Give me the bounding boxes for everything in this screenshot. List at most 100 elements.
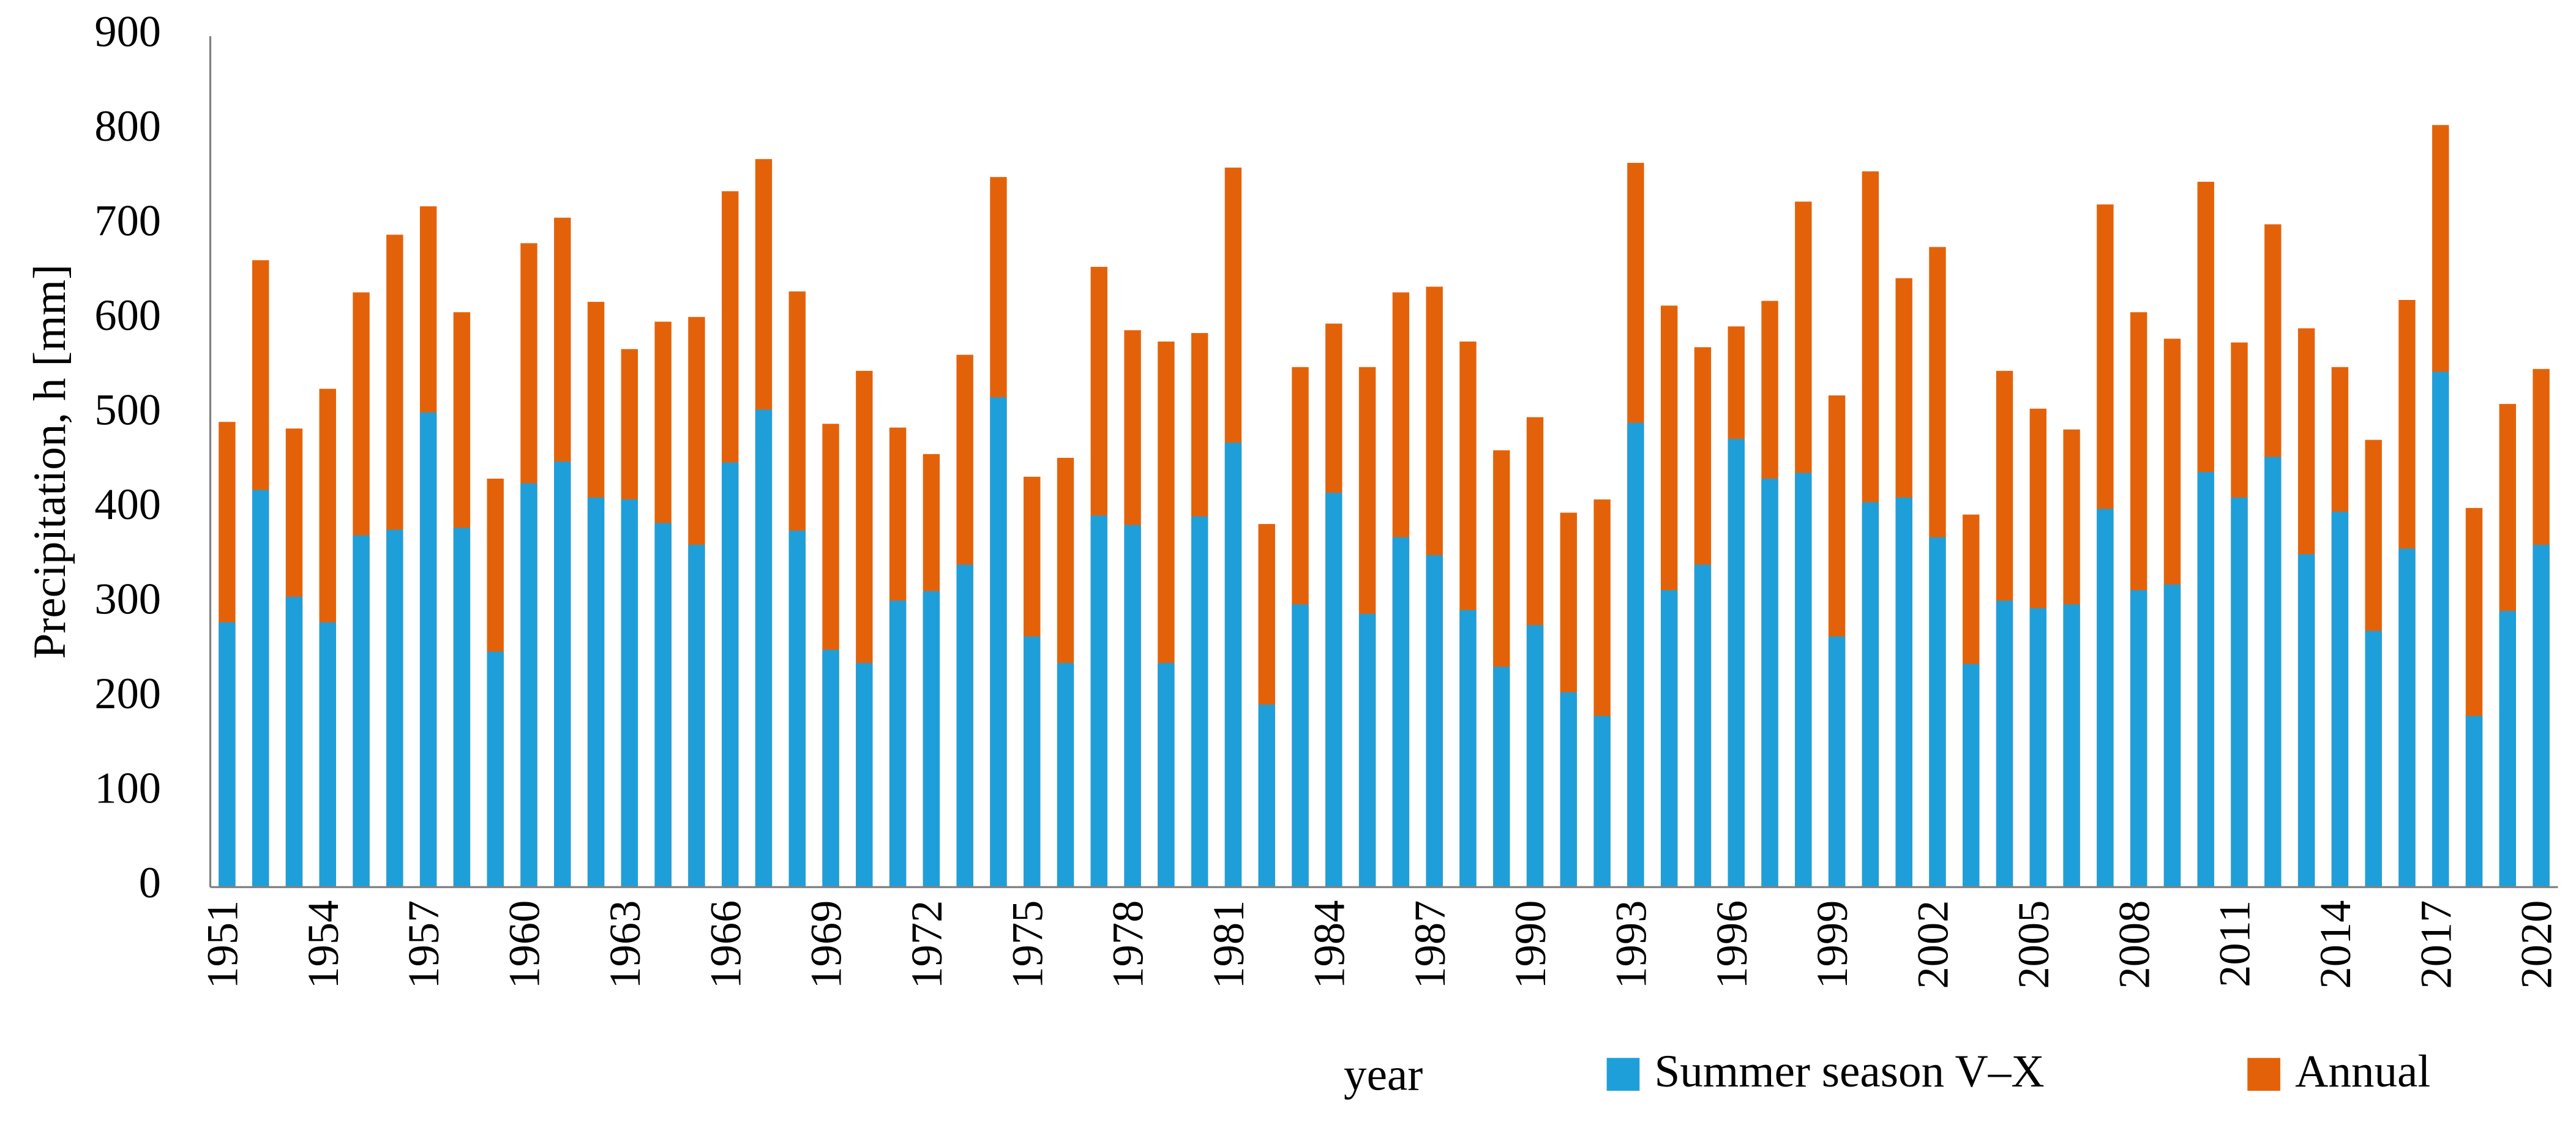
bar bbox=[2063, 604, 2080, 888]
bar bbox=[2499, 611, 2516, 888]
x-tick-label: 1954 bbox=[298, 900, 348, 989]
bar bbox=[1392, 537, 1410, 888]
x-tick-label: 1975 bbox=[1002, 900, 1052, 989]
y-tick-label: 200 bbox=[94, 668, 161, 718]
bar bbox=[2130, 590, 2147, 888]
y-tick-label: 600 bbox=[94, 290, 161, 340]
bar bbox=[1627, 422, 1644, 888]
x-tick-label: 2020 bbox=[2512, 900, 2561, 989]
x-tick-label: 2008 bbox=[2109, 900, 2159, 989]
bar bbox=[1593, 716, 1611, 888]
bar bbox=[822, 649, 839, 888]
bar bbox=[252, 490, 269, 888]
legend-label: Annual bbox=[2295, 1046, 2430, 1097]
bar bbox=[2331, 512, 2349, 888]
x-tick-label: 1978 bbox=[1103, 900, 1153, 989]
bar bbox=[2465, 716, 2483, 888]
x-tick-label: 2014 bbox=[2310, 900, 2360, 989]
bar bbox=[788, 530, 806, 888]
bar bbox=[856, 663, 873, 888]
bar bbox=[1929, 537, 1946, 888]
x-tick-label: 1957 bbox=[399, 900, 448, 989]
bar bbox=[319, 622, 336, 888]
x-tick-label: 1951 bbox=[198, 900, 247, 989]
bar bbox=[1963, 664, 1980, 888]
y-axis-title: Precipitation, h [mm] bbox=[24, 264, 75, 659]
y-tick-label: 400 bbox=[94, 479, 161, 529]
bar bbox=[1224, 443, 1242, 888]
x-tick-label: 1987 bbox=[1405, 900, 1455, 989]
bar bbox=[1526, 625, 1544, 888]
bar bbox=[2365, 630, 2382, 888]
bar bbox=[923, 591, 940, 888]
bar bbox=[654, 523, 672, 888]
bar bbox=[1024, 636, 1041, 888]
bar bbox=[1459, 610, 1477, 888]
y-tick-label: 0 bbox=[139, 858, 161, 907]
x-tick-label: 1999 bbox=[1807, 900, 1857, 989]
bar bbox=[688, 545, 705, 888]
bar bbox=[990, 397, 1007, 888]
y-tick-label: 900 bbox=[94, 7, 161, 56]
bar bbox=[2533, 545, 2550, 888]
x-tick-label: 1969 bbox=[801, 900, 851, 989]
bar bbox=[1660, 590, 1678, 888]
x-tick-label: 2011 bbox=[2210, 900, 2260, 987]
bar bbox=[2163, 584, 2181, 888]
x-tick-label: 1984 bbox=[1304, 900, 1354, 989]
bar bbox=[1694, 564, 1712, 888]
x-tick-label: 1963 bbox=[600, 900, 650, 989]
bar bbox=[353, 535, 370, 888]
bar bbox=[554, 462, 571, 888]
bar bbox=[1358, 613, 1376, 888]
bar bbox=[1090, 515, 1108, 888]
bar bbox=[2398, 548, 2416, 888]
bar bbox=[2097, 509, 2114, 888]
bar bbox=[1258, 705, 1275, 888]
x-axis-title: year bbox=[1344, 1049, 1423, 1100]
y-tick-label: 300 bbox=[94, 574, 161, 623]
x-tick-label: 2017 bbox=[2411, 900, 2460, 989]
legend-label: Summer season V–X bbox=[1654, 1046, 2044, 1097]
x-tick-label: 1981 bbox=[1204, 900, 1253, 989]
legend-swatch bbox=[2247, 1058, 2280, 1091]
bar bbox=[1124, 525, 1141, 888]
bar bbox=[1828, 636, 1846, 888]
bar bbox=[453, 528, 471, 888]
bar bbox=[2264, 457, 2282, 888]
bar bbox=[419, 412, 437, 888]
bar bbox=[1057, 663, 1074, 888]
bar bbox=[621, 499, 638, 888]
y-tick-label: 700 bbox=[94, 196, 161, 245]
bar bbox=[755, 410, 773, 888]
x-tick-label: 1966 bbox=[700, 900, 750, 989]
bar bbox=[1795, 473, 1812, 888]
bar bbox=[520, 483, 537, 888]
bar bbox=[1761, 478, 1778, 888]
bar bbox=[386, 529, 403, 888]
bar bbox=[1493, 667, 1510, 888]
bar bbox=[1292, 604, 1309, 888]
bar bbox=[2197, 472, 2214, 888]
y-tick-label: 800 bbox=[94, 101, 161, 151]
bar bbox=[2432, 372, 2449, 888]
x-tick-label: 2002 bbox=[1908, 900, 1958, 989]
bar bbox=[1996, 600, 2013, 888]
bar bbox=[487, 651, 504, 888]
bar bbox=[956, 564, 973, 888]
bar bbox=[1158, 663, 1175, 888]
x-tick-label: 1972 bbox=[902, 900, 951, 989]
bar bbox=[1560, 692, 1578, 888]
legend-swatch bbox=[1606, 1058, 1640, 1091]
y-tick-label: 500 bbox=[94, 385, 161, 435]
bar bbox=[1728, 439, 1745, 888]
x-tick-label: 1996 bbox=[1707, 900, 1756, 989]
y-tick-label: 100 bbox=[94, 763, 161, 812]
x-tick-label: 2005 bbox=[2009, 900, 2058, 989]
bar bbox=[2297, 554, 2315, 888]
bar bbox=[2029, 608, 2047, 888]
bar bbox=[219, 622, 236, 888]
bar bbox=[285, 597, 303, 888]
bar bbox=[1426, 555, 1443, 888]
